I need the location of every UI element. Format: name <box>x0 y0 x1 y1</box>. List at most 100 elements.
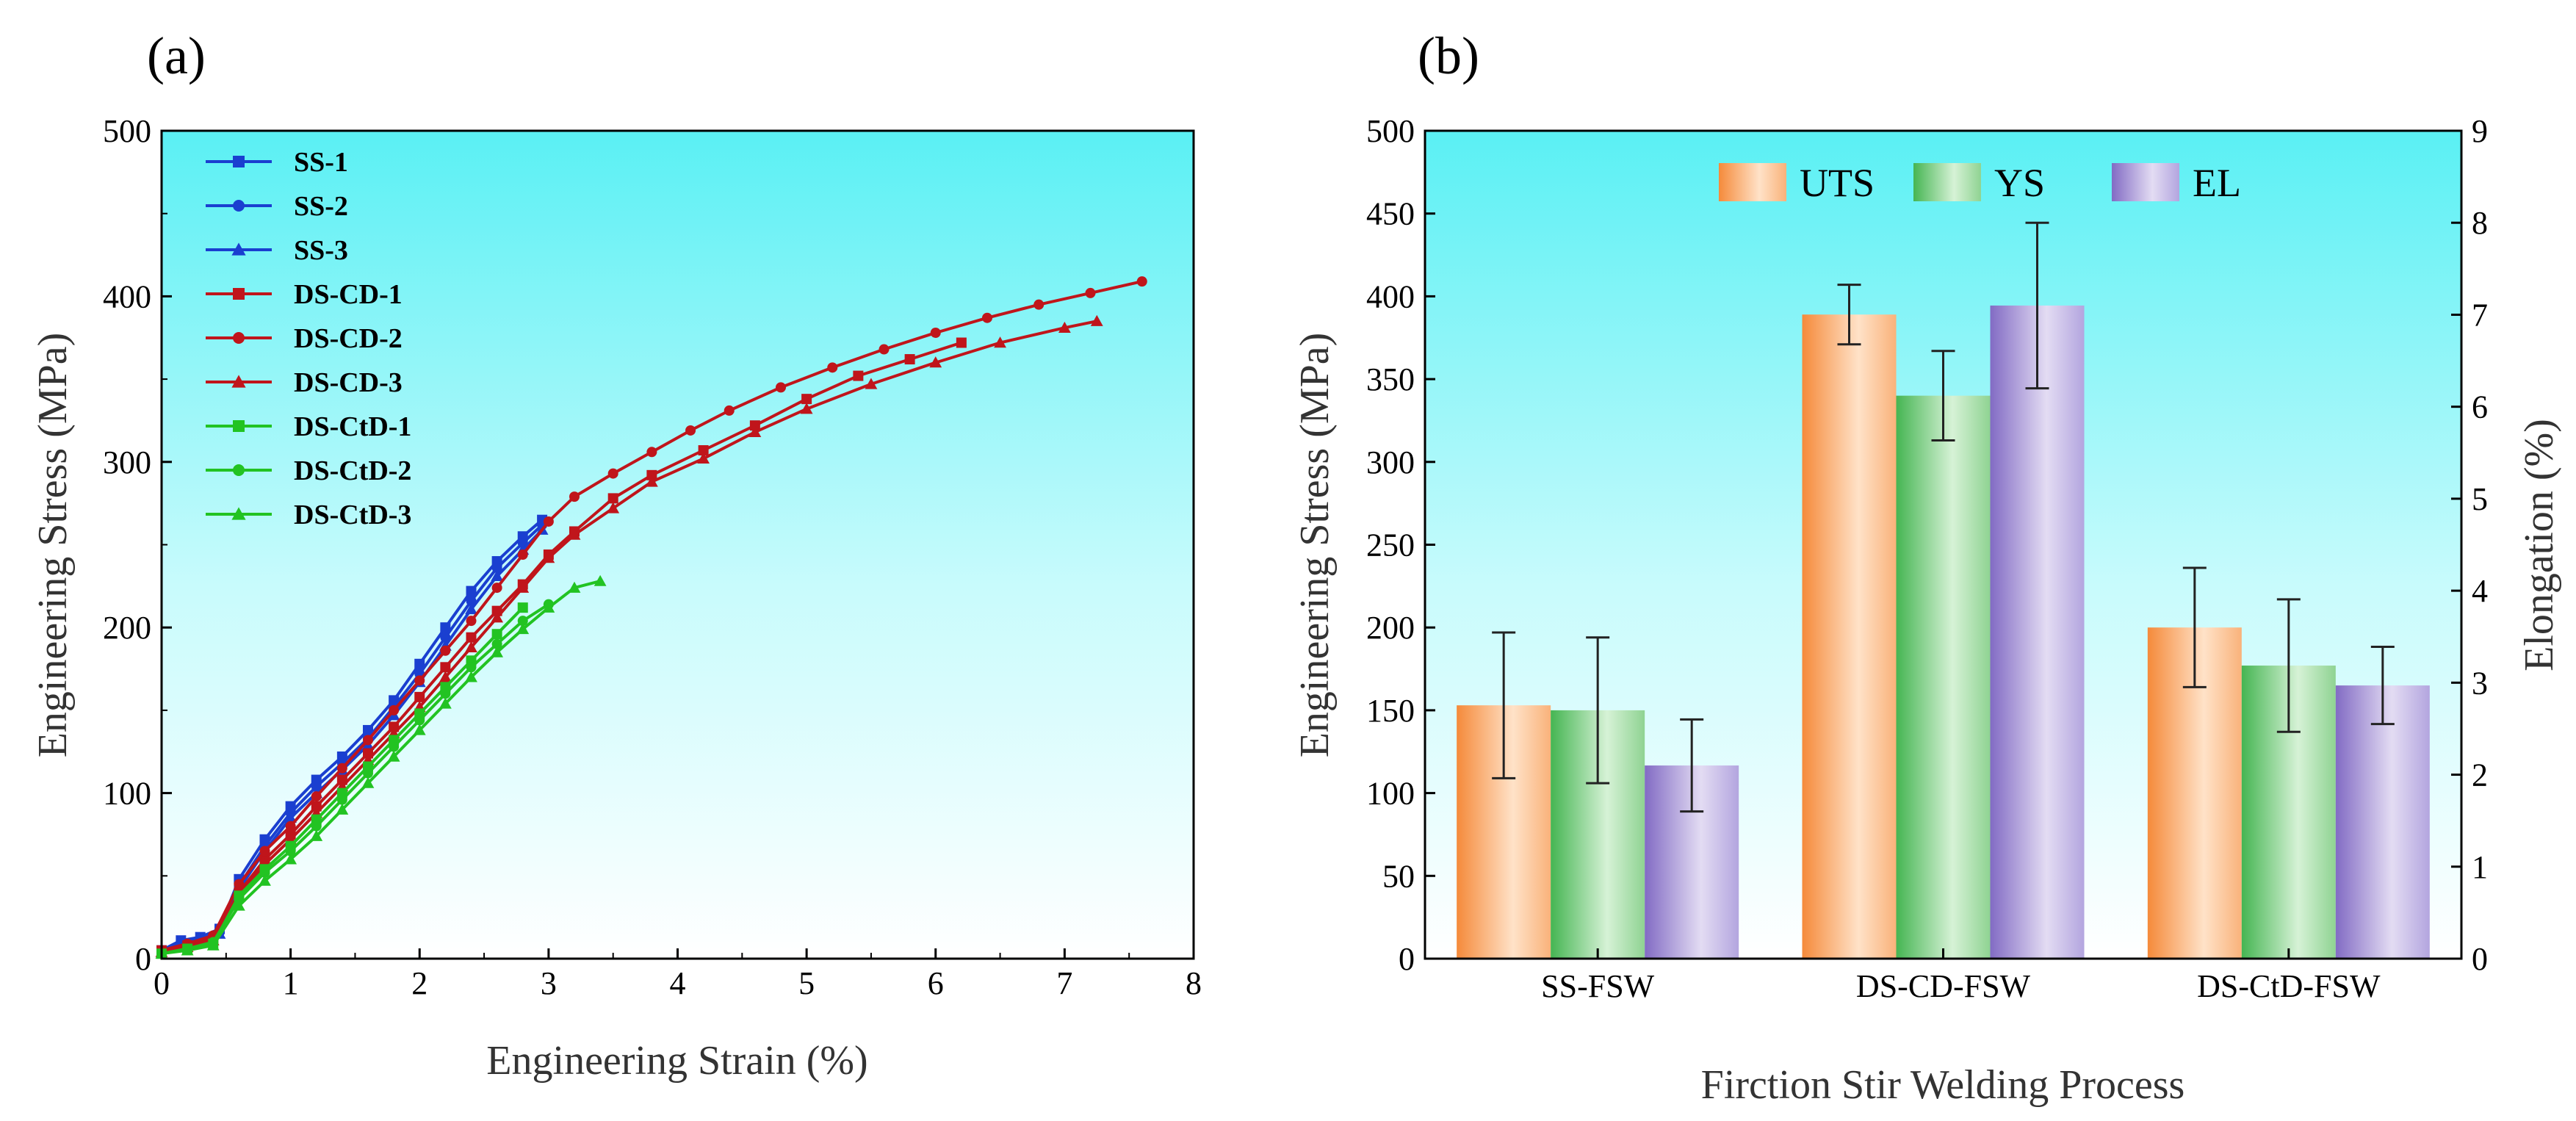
panel-b-x-axis-label: Firction Stir Welding Process <box>1701 1062 2185 1108</box>
x-tick-label-6: 6 <box>928 965 944 1001</box>
point-ds-cd-2-3 <box>234 879 245 890</box>
point-ds-cd-2-21 <box>776 382 786 393</box>
point-ds-ctd-3-13 <box>491 646 504 657</box>
point-ds-cd-2-13 <box>491 583 502 594</box>
point-ds-cd-2-25 <box>982 312 992 323</box>
legend-label-ds-cd-2: DS-CD-2 <box>294 323 403 354</box>
legend-item-ds-ctd-2: DS-CtD-2 <box>206 455 411 486</box>
line-ds-ctd-2 <box>161 602 549 956</box>
point-ds-cd-3-12 <box>465 641 477 652</box>
point-ds-ctd-2-11 <box>440 688 451 699</box>
point-ds-cd-1-10 <box>414 691 425 702</box>
point-ds-ctd-3-8 <box>361 776 375 788</box>
group-ds-ctd-fsw <box>2147 566 2430 959</box>
bar-el-ds-cd-fsw <box>1990 305 2085 959</box>
point-ss-1-13 <box>466 585 477 596</box>
y-tick-label-0: 0 <box>1399 941 1415 977</box>
point-ss-1-9 <box>363 724 373 735</box>
legend-swatch-el <box>2112 163 2179 201</box>
legend-label-ds-ctd-3: DS-CtD-3 <box>294 500 411 530</box>
point-ds-ctd-2-10 <box>414 715 425 726</box>
panel-a-content <box>155 276 1147 959</box>
point-ds-cd-2-14 <box>517 549 528 560</box>
y-right-tick-label-2: 2 <box>2472 757 2488 793</box>
point-ds-ctd-3-7 <box>336 803 349 815</box>
point-ds-ctd-3-1 <box>181 944 194 956</box>
point-ds-cd-2-28 <box>1136 276 1147 287</box>
point-ds-cd-3-13 <box>491 611 504 623</box>
legend-marker-ds-cd-3 <box>231 375 246 388</box>
panel-a-label: (a) <box>147 26 206 85</box>
point-ds-ctd-2-12 <box>466 662 477 673</box>
point-ds-cd-2-27 <box>1085 287 1096 298</box>
y-tick-label-0: 0 <box>135 941 151 977</box>
x-tick-label-7: 7 <box>1056 965 1072 1001</box>
y-right-tick-label-5: 5 <box>2472 481 2488 517</box>
point-ds-ctd-3-4 <box>259 874 271 886</box>
group-ds-cd-fsw <box>1802 221 2085 959</box>
y-tick-label-50: 50 <box>1382 858 1415 894</box>
bar-el-ds-ctd-fsw <box>2335 685 2430 959</box>
y-tick-label-100: 100 <box>1366 776 1415 812</box>
point-ds-cd-2-9 <box>389 704 400 716</box>
point-ds-cd-3-14 <box>516 581 530 593</box>
y-tick-label-350: 350 <box>1366 361 1415 397</box>
point-ds-cd-2-4 <box>259 846 270 857</box>
legend-label-ds-cd-3: DS-CD-3 <box>294 367 403 398</box>
y-tick-label-450: 450 <box>1366 196 1415 232</box>
point-ds-cd-3-21 <box>800 403 813 414</box>
point-ss-3-13 <box>465 603 477 615</box>
legend-label-ss-3: SS-3 <box>294 235 348 266</box>
point-ss-3-14 <box>491 569 504 582</box>
legend-item-el: EL <box>2112 161 2241 205</box>
x-tick-label-ss-fsw: SS-FSW <box>1541 968 1655 1004</box>
point-ds-cd-3-24 <box>994 336 1006 348</box>
point-ds-cd-2-10 <box>414 675 425 686</box>
point-ds-cd-2-16 <box>569 491 580 502</box>
point-ds-ctd-2-14 <box>517 616 528 627</box>
legend-marker-ss-1 <box>233 156 245 167</box>
legend-item-ys: YS <box>1913 161 2045 205</box>
group-ss-fsw <box>1457 631 1739 959</box>
point-ds-cd-2-15 <box>543 516 554 527</box>
x-tick-label-1: 1 <box>283 965 299 1001</box>
panel-a-x-axis-label: Engineering Strain (%) <box>486 1038 867 1084</box>
y-right-tick-label-1: 1 <box>2472 849 2488 885</box>
y-right-tick-label-8: 8 <box>2472 205 2488 241</box>
legend-label-ds-cd-1: DS-CD-1 <box>294 279 403 310</box>
y-tick-label-500: 500 <box>1366 113 1415 149</box>
x-tick-label-4: 4 <box>670 965 686 1001</box>
point-ds-cd-3-25 <box>1058 321 1071 333</box>
point-ds-cd-3-19 <box>697 452 710 464</box>
bar-uts-ds-cd-fsw <box>1802 314 1897 959</box>
point-ds-cd-2-19 <box>685 425 696 436</box>
point-ds-cd-2-26 <box>1033 299 1045 310</box>
panel-a-legend: SS-1 SS-2 SS-3 DS-CD-1 DS-CD-2 DS-CD-3 DS-CtD-… <box>206 147 411 530</box>
point-ds-cd-1-12 <box>466 632 477 643</box>
panel-a-y-axis-label: Engineering Stress (MPa) <box>30 333 76 758</box>
point-ds-ctd-3-6 <box>310 829 323 841</box>
y-right-tick-label-6: 6 <box>2472 389 2488 425</box>
legend-marker-ds-ctd-1 <box>233 420 245 432</box>
point-ds-cd-2-5 <box>285 821 296 832</box>
legend-swatch-uts <box>1719 163 1786 201</box>
point-ds-ctd-3-15 <box>542 601 555 613</box>
point-ds-ctd-3-5 <box>284 853 297 865</box>
point-ds-cd-3-23 <box>929 356 942 368</box>
y-tick-label-150: 150 <box>1366 693 1415 729</box>
legend-item-ds-cd-3: DS-CD-3 <box>206 367 403 398</box>
y-tick-label-200: 200 <box>103 610 151 646</box>
y-right-tick-label-0: 0 <box>2472 941 2488 977</box>
x-tick-label-0: 0 <box>154 965 170 1001</box>
point-ds-cd-2-6 <box>311 791 322 802</box>
panel-b-ticks: SS-FSW DS-CD-FSW DS-CtD-FSW050100150200250… <box>1366 113 2488 1004</box>
point-ds-ctd-3-12 <box>465 671 477 682</box>
point-ds-cd-3-22 <box>865 378 878 389</box>
x-tick-label-8: 8 <box>1186 965 1202 1001</box>
legend-label-ss-2: SS-2 <box>294 191 348 222</box>
y-tick-label-300: 300 <box>1366 444 1415 480</box>
point-ds-ctd-3-9 <box>387 750 400 762</box>
legend-item-ss-3: SS-3 <box>206 235 348 266</box>
point-ds-cd-1-24 <box>956 337 967 348</box>
